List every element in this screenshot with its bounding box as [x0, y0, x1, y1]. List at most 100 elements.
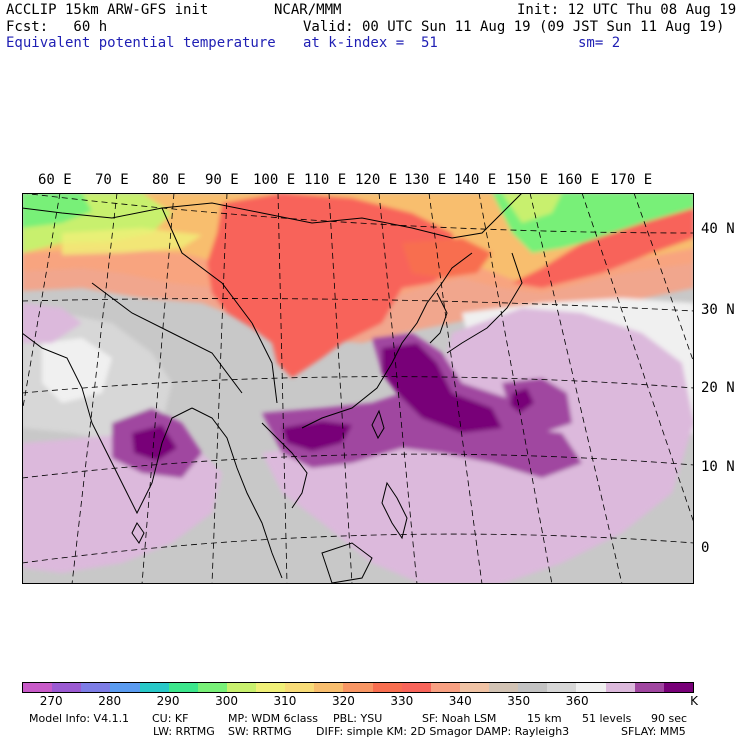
colorbar-swatch	[634, 683, 664, 692]
coastline-sri-lanka	[131, 522, 145, 544]
smoothing-label: sm= 2	[578, 35, 621, 51]
meridian-140e	[478, 193, 553, 584]
info-cu: CU: KF	[152, 712, 189, 725]
colorbar-swatch	[372, 683, 402, 692]
colorbar-tick-label: 360	[565, 694, 589, 708]
colorbar-swatch	[343, 683, 373, 692]
map-frame	[22, 193, 694, 584]
colorbar-tick-label: 350	[507, 694, 531, 708]
colorbar-tick-label: 280	[98, 694, 122, 708]
info-levels: 51 levels	[582, 712, 632, 725]
meridian-130e	[428, 193, 483, 584]
valid-time-label: Valid: 00 UTC Sun 11 Aug 19 (09 JST Sun …	[303, 19, 725, 35]
coastline-borneo	[321, 542, 373, 584]
lon-label-140e: 140 E	[454, 172, 497, 188]
lon-label-100e: 100 E	[253, 172, 296, 188]
meridian-90e	[211, 193, 228, 584]
purple-region-scs	[262, 373, 582, 478]
colorbar-swatch	[314, 683, 344, 692]
border-interior-1	[161, 207, 253, 324]
info-sw: SW: RRTMG	[228, 725, 292, 738]
colorbar-swatch	[547, 683, 577, 692]
lon-label-160e: 160 E	[557, 172, 600, 188]
organization-label: NCAR/MMM	[274, 2, 342, 18]
colorbar-swatch	[285, 683, 315, 692]
lat-label-40n: 40 N	[701, 221, 735, 237]
salmon-band	[22, 248, 694, 343]
colorbar-swatch	[197, 683, 227, 692]
meridian-170e	[633, 193, 694, 364]
colorbar-swatch	[605, 683, 635, 692]
lon-label-170e: 170 E	[610, 172, 653, 188]
info-sflay: SFLAY: MM5	[621, 725, 686, 738]
info-mp: MP: WDM 6class	[228, 712, 318, 725]
forecast-hour-label: Fcst: 60 h	[6, 19, 108, 35]
lon-label-80e: 80 E	[152, 172, 186, 188]
lon-label-150e: 150 E	[506, 172, 549, 188]
border-interior-2	[91, 282, 243, 394]
dark-core-typhoon	[510, 388, 534, 413]
field-name-label: Equivalent potential temperature	[6, 35, 276, 51]
meridian-150e	[529, 193, 623, 584]
colorbar-swatch	[576, 683, 606, 692]
info-res: 15 km	[527, 712, 562, 725]
coastline-philippines	[381, 481, 408, 540]
colorbar-swatch	[663, 683, 693, 692]
lat-label-30n: 30 N	[701, 302, 735, 318]
colorbar-swatch	[139, 683, 169, 692]
info-diff: DIFF: simple KM: 2D Smagor DAMP: Rayleig…	[316, 725, 570, 738]
yellow-band	[62, 228, 202, 255]
coastline-southeast-asia	[191, 407, 283, 579]
lon-label-70e: 70 E	[95, 172, 129, 188]
lon-label-90e: 90 E	[205, 172, 239, 188]
lon-label-110e: 110 E	[304, 172, 347, 188]
border-asia	[22, 193, 523, 239]
colorbar-swatch	[52, 683, 82, 692]
lon-label-120e: 120 E	[355, 172, 398, 188]
parallel-30n	[22, 298, 694, 312]
colorbar-swatch	[459, 683, 489, 692]
colorbar	[22, 682, 694, 693]
coastline-taiwan	[371, 409, 385, 440]
meridian-110e	[328, 193, 353, 584]
colorbar-swatch	[401, 683, 431, 692]
colorbar-unit: K	[690, 694, 698, 708]
colorbar-tick-label: 340	[448, 694, 472, 708]
meridian-70e	[71, 193, 118, 584]
meridian-80e	[141, 193, 175, 584]
colorbar-swatch	[81, 683, 111, 692]
coastline-china	[301, 252, 473, 429]
info-sf: SF: Noah LSM	[422, 712, 497, 725]
colorbar-tick-label: 270	[39, 694, 63, 708]
warm-band-northeast	[512, 208, 694, 288]
lilac-region-west	[22, 303, 82, 343]
colorbar-swatch	[168, 683, 198, 692]
colorbar-swatch	[518, 683, 548, 692]
cool-edge-northeast	[502, 193, 562, 223]
parallel-20n	[22, 376, 694, 394]
dark-core-philippine-sea	[382, 343, 502, 433]
colorbar-swatch	[23, 683, 53, 692]
lat-label-20n: 20 N	[701, 380, 735, 396]
meridian-60e	[22, 193, 61, 414]
coastline-korea	[429, 292, 448, 344]
theta-e-map	[22, 193, 694, 584]
warm-core-east	[402, 238, 492, 278]
meridian-100e	[277, 193, 288, 584]
info-lw: LW: RRTMG	[153, 725, 215, 738]
model-run-title: ACCLIP 15km ARW-GFS init	[6, 2, 209, 18]
info-dt: 90 sec	[651, 712, 688, 725]
parallel-10n	[22, 453, 694, 479]
dark-core-south-china	[282, 421, 352, 451]
meridian-160e	[581, 193, 694, 524]
level-label: at k-index = 51	[303, 35, 438, 51]
info-pbl: PBL: YSU	[333, 712, 383, 725]
parallel-0	[22, 533, 694, 564]
colorbar-swatch	[226, 683, 256, 692]
lat-label-10n: 10 N	[701, 459, 735, 475]
coastline-indochina	[261, 422, 308, 509]
colorbar-swatch	[110, 683, 140, 692]
meridian-120e	[378, 193, 418, 584]
lon-label-130e: 130 E	[404, 172, 447, 188]
